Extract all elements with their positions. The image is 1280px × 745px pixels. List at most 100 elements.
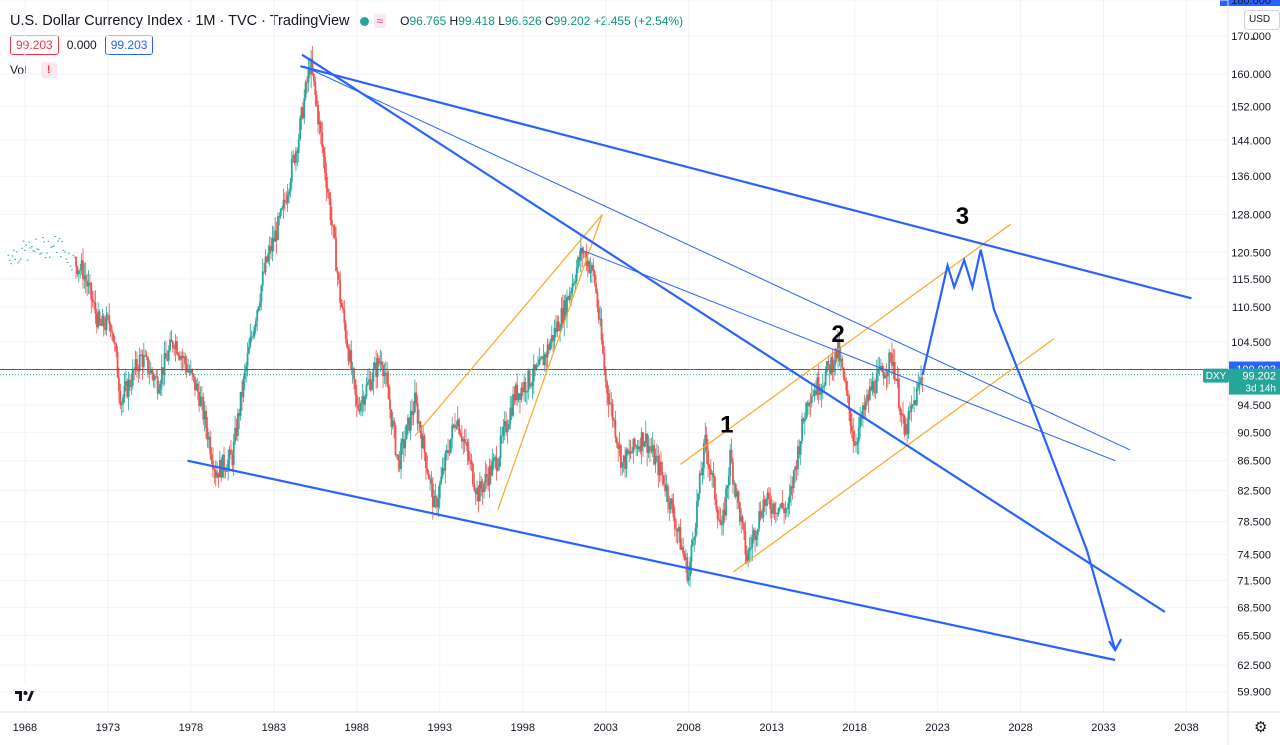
candle-body (169, 339, 171, 351)
candle-body (221, 454, 224, 478)
candle-body (798, 446, 801, 455)
candle-body (651, 445, 654, 452)
candle-body (553, 328, 556, 341)
candle-body (589, 269, 592, 273)
candle-body (201, 396, 203, 398)
candle-body (260, 285, 263, 302)
candle-body (340, 302, 343, 308)
candle-body (831, 357, 834, 373)
candle-body (653, 445, 656, 465)
candle-body (661, 472, 664, 476)
projection-arrowhead (1108, 638, 1123, 653)
y-tick-label: 110.500 (1232, 302, 1271, 314)
waves-icon[interactable]: ≈ (373, 14, 387, 28)
channel-line[interactable] (414, 213, 603, 437)
candle-body (476, 487, 478, 495)
candle-body (617, 443, 620, 449)
y-tick-label: 104.500 (1231, 337, 1271, 349)
candle-body (488, 465, 491, 486)
candle-body (246, 353, 249, 367)
candle-body (423, 435, 426, 453)
candle-body (512, 394, 514, 416)
candle-body (391, 420, 394, 427)
candle-body (235, 427, 238, 437)
candle-body (430, 478, 433, 484)
thin-trendline[interactable] (303, 65, 1131, 451)
candle-body (921, 377, 924, 380)
candle-body (528, 370, 531, 387)
volume-label[interactable]: Vol (10, 63, 27, 77)
trendline[interactable] (187, 459, 1116, 662)
symbol-title[interactable]: U.S. Dollar Currency Index · 1M · TVC · … (10, 13, 350, 29)
candle-body (673, 517, 676, 529)
candle-body (427, 472, 430, 480)
projection-path[interactable] (921, 249, 1117, 651)
candle-body (615, 437, 618, 444)
candle-body (510, 407, 513, 416)
thin-trendline[interactable] (580, 249, 1116, 462)
candle-body (572, 283, 575, 285)
candle-body (151, 369, 154, 375)
candle-body (268, 245, 271, 254)
candle-body (167, 350, 170, 361)
candle-body (387, 384, 390, 400)
candle-body (326, 188, 329, 193)
candle-body (792, 470, 795, 489)
channel-line[interactable] (497, 214, 603, 511)
candle-body (691, 540, 694, 546)
candle-body (492, 458, 495, 462)
candle-body (395, 454, 398, 456)
candle-body (816, 377, 819, 395)
candle-body (517, 393, 520, 400)
candle-body (859, 415, 862, 428)
candle-body (123, 385, 126, 398)
candle-body (628, 450, 631, 454)
candle-body (751, 536, 754, 548)
candle-body (539, 358, 542, 360)
price-tag-value: 99.202 (1242, 371, 1276, 383)
trendline[interactable] (300, 65, 1192, 300)
trendline[interactable] (301, 53, 1166, 613)
low-label: L (498, 14, 505, 28)
channel-line[interactable] (733, 338, 1055, 573)
candle-body (537, 365, 539, 367)
candle-body (826, 360, 828, 373)
candle-body (315, 94, 318, 105)
tradingview-logo-icon[interactable] (12, 684, 36, 706)
candle-body (903, 415, 906, 435)
candle-body (857, 427, 860, 442)
candle-body (665, 485, 668, 492)
candle-body (559, 329, 561, 331)
candle-body (357, 404, 360, 409)
high-value: 99.418 (458, 14, 495, 28)
candle-body (111, 330, 113, 334)
candle-body (524, 382, 527, 393)
candle-body (490, 465, 492, 476)
candle-body (253, 326, 256, 337)
candle-body (106, 314, 109, 316)
candle-body (508, 423, 510, 429)
candle-body (318, 121, 321, 125)
candle-body (532, 364, 535, 382)
x-tick-label: 1968 (13, 722, 37, 734)
candle-body (281, 207, 284, 210)
candle-body (171, 341, 174, 348)
candle-body (754, 530, 756, 541)
candle-body (845, 381, 848, 391)
candle-body (142, 355, 145, 368)
channel-line[interactable] (680, 223, 1011, 465)
candle-body (408, 417, 411, 431)
candle-body (433, 496, 436, 508)
candle-body (566, 296, 568, 316)
candle-body (272, 238, 275, 242)
candle-body (104, 327, 106, 331)
candle-body (729, 449, 732, 476)
candle-body (230, 449, 232, 455)
candle-body (736, 491, 738, 497)
candle-body (225, 470, 228, 472)
candle-body (680, 546, 683, 550)
gear-icon[interactable]: ⚙ (1254, 719, 1268, 736)
candle-body (687, 576, 690, 581)
candle-body (83, 275, 86, 280)
